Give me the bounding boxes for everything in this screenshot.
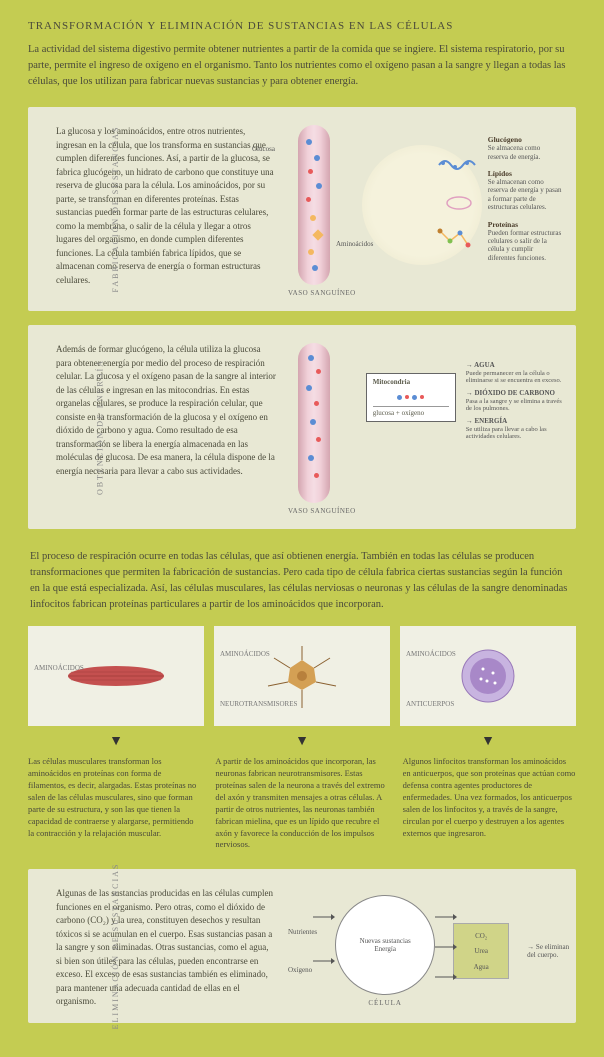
neuron-text: A partir de los aminoácidos que incorpor…	[215, 756, 388, 851]
section-energia: OBTENCIÓN DE ENERGÍA Además de formar gl…	[28, 325, 576, 529]
section1-diagram: Glucosa Aminoácidos VASO SANGUÍNEO Glucó…	[288, 125, 562, 297]
cell-circle-1	[362, 145, 482, 265]
intro-text: La actividad del sistema digestivo permi…	[28, 42, 576, 89]
label-oxigeno: Oxígeno	[288, 966, 317, 974]
cell-neuron: AMINOÁCIDOS NEUROTRANSMISORES	[214, 626, 390, 726]
side-label-3: ELIMINACIÓN DE SUSTANCIAS	[111, 863, 120, 1030]
arrow-row: ▼ ▼ ▼	[28, 734, 576, 750]
label-vaso-1: VASO SANGUÍNEO	[288, 289, 356, 297]
lymph-text: Algunos linfocitos transforman los amino…	[403, 756, 576, 851]
muscle-text: Las células musculares transforman los a…	[28, 756, 201, 851]
transition-text: El proceso de respiración ocurre en toda…	[28, 549, 576, 612]
label-eliminan: → Se eliminan del cuerpo.	[527, 943, 577, 959]
arrow-icon: ▼	[400, 734, 576, 750]
cell-row: AMINOÁCIDOS AMINOÁCIDOS NEUROTRANSMISORE…	[28, 626, 576, 726]
side-label-2: OBTENCIÓN DE ENERGÍA	[96, 359, 105, 495]
blood-vessel-1	[298, 125, 330, 285]
side-label-1: FABRICACIÓN DE SUSTANCIAS	[111, 126, 120, 293]
waste-box: CO₂ Urea Agua	[453, 923, 509, 979]
section2-diagram: VASO SANGUÍNEO Mitocondria glucosa + oxí…	[288, 343, 562, 515]
section2-text: Además de formar glucógeno, la célula ut…	[56, 343, 276, 515]
section-fabricacion: FABRICACIÓN DE SUSTANCIAS La glucosa y l…	[28, 107, 576, 311]
cell-muscle: AMINOÁCIDOS	[28, 626, 204, 726]
legend-proteinas: ProteínasPueden formar estructuras celul…	[488, 220, 562, 263]
mitocondria-box: Mitocondria glucosa + oxígeno	[366, 373, 456, 422]
label-vaso-2: VASO SANGUÍNEO	[288, 507, 356, 515]
legend-glucogeno: GlucógenoSe almacena como reserva de ene…	[488, 135, 562, 161]
section1-text: La glucosa y los aminoácidos, entre otro…	[56, 125, 276, 297]
cell-lymphocyte: AMINOÁCIDOS ANTICUERPOS	[400, 626, 576, 726]
legend-lipidos: LípidosSe almacenan como reserva de ener…	[488, 169, 562, 212]
arrow-icon: ▼	[214, 734, 390, 750]
blood-vessel-2	[298, 343, 330, 503]
section-eliminacion: ELIMINACIÓN DE SUSTANCIAS Algunas de las…	[28, 869, 576, 1023]
arrow-icon: ▼	[28, 734, 204, 750]
out-co2: → DIÓXIDO DE CARBONOPasa a la sangre y s…	[466, 389, 562, 413]
page-title: TRANSFORMACIÓN Y ELIMINACIÓN DE SUSTANCI…	[28, 20, 576, 32]
label-celula: CÉLULA	[335, 999, 435, 1007]
elimination-diagram: Nutrientes Oxígeno Nuevas sustancias Ene…	[288, 887, 577, 1009]
cell-descriptions: Las células musculares transforman los a…	[28, 756, 576, 851]
label-aminoacidos: Aminoácidos	[336, 240, 373, 248]
out-agua: → AGUAPuede permanecer en la célula o el…	[466, 361, 562, 385]
label-nutrientes: Nutrientes	[288, 928, 317, 936]
section3-text: Algunas de las sustancias producidas en …	[56, 887, 276, 1009]
out-energia: → ENERGÍASe utiliza para llevar a cabo l…	[466, 417, 562, 441]
cell-circle-elim: Nuevas sustancias Energía	[335, 895, 435, 995]
label-glucosa: Glucosa	[252, 145, 275, 153]
